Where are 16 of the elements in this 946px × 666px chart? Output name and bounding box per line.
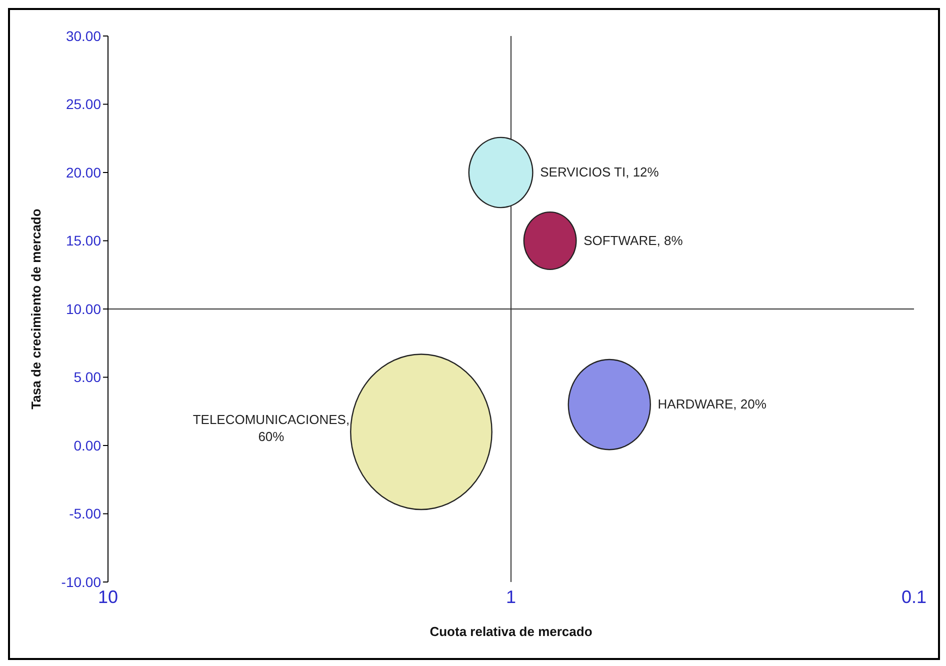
y-axis-title: Tasa de crecimiento de mercado [28, 208, 44, 410]
y-tick-label: 25.00 [66, 96, 102, 112]
x-axis-title: Cuota relativa de mercado [430, 624, 592, 639]
y-tick-label: 10.00 [66, 300, 102, 317]
annotation: SOFTWARE, 8% [584, 232, 684, 248]
y-tick-label: 20.00 [66, 164, 102, 180]
y-tick-label: 0.00 [74, 437, 102, 454]
y-tick-label: 15.00 [66, 232, 102, 249]
y-tick-label: 30.00 [66, 28, 102, 44]
annotation: HARDWARE, 20% [658, 396, 767, 412]
annotation: SERVICIOS TI, 12% [540, 164, 660, 180]
x-tick-label: 0.1 [901, 586, 927, 607]
x-tick-label: 1 [506, 586, 516, 607]
y-tick-label: 5.00 [74, 369, 102, 386]
y-tick-label: -5.00 [69, 506, 102, 522]
annotation: TELECOMUNICACIONES, 60% [192, 412, 350, 444]
